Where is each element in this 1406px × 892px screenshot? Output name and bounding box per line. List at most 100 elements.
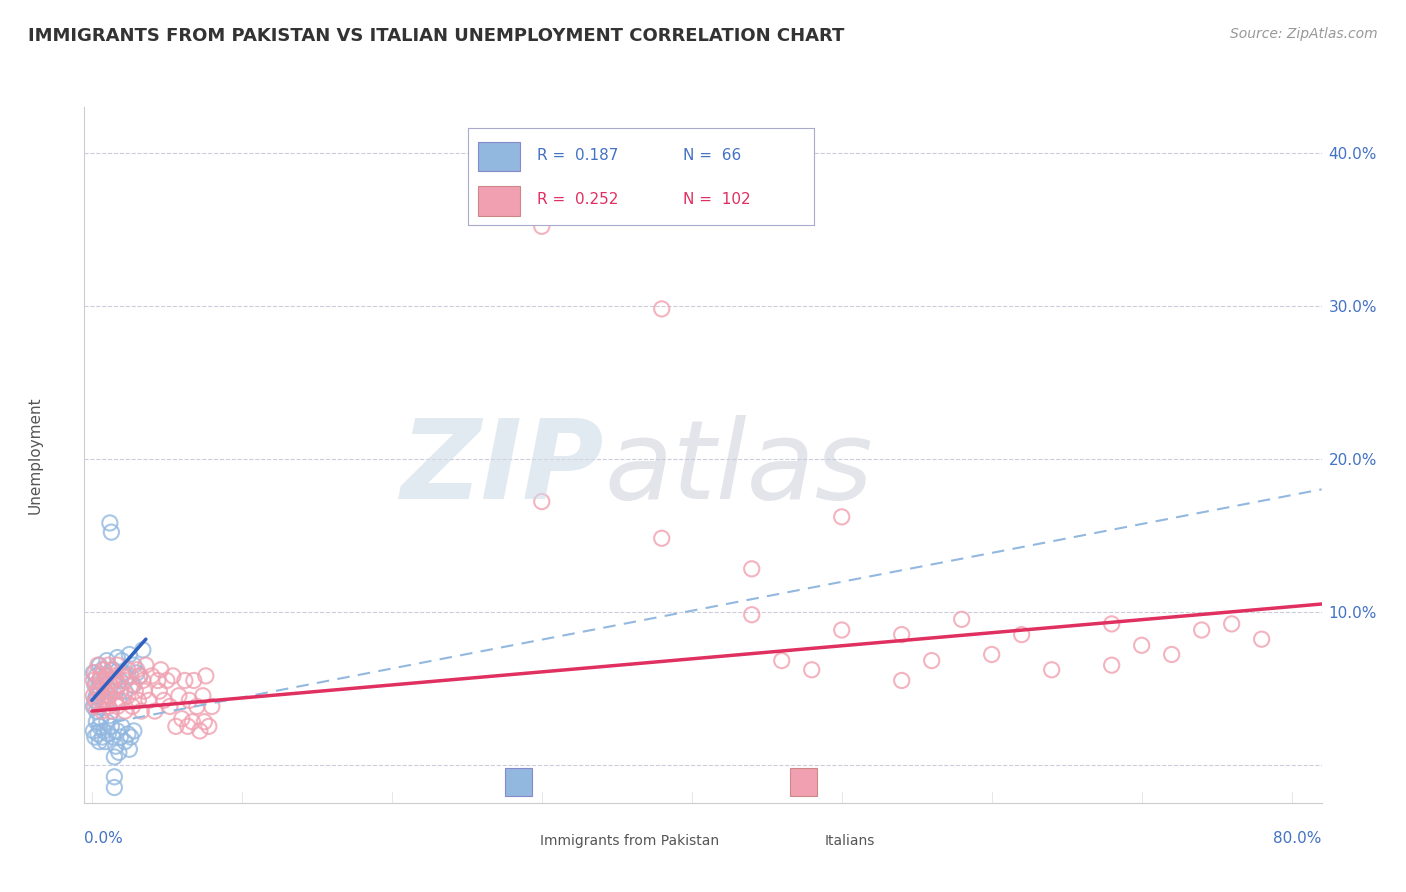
- Point: [101, 730, 124, 744]
- Point: [530, 219, 553, 234]
- Text: 80.0%: 80.0%: [1274, 830, 1322, 846]
- Point: [122, 723, 145, 738]
- Point: [124, 684, 146, 698]
- Point: [82, 723, 104, 738]
- Point: [1191, 623, 1213, 637]
- Point: [86, 693, 108, 707]
- Point: [94, 684, 117, 698]
- Point: [194, 669, 217, 683]
- Point: [183, 673, 205, 688]
- Point: [98, 689, 121, 703]
- Point: [89, 658, 111, 673]
- Point: [96, 678, 118, 692]
- Point: [98, 678, 121, 692]
- Point: [82, 699, 104, 714]
- Point: [83, 678, 105, 692]
- Point: [89, 719, 111, 733]
- Point: [193, 714, 215, 729]
- Point: [108, 745, 131, 759]
- Point: [125, 665, 148, 680]
- Point: [91, 704, 114, 718]
- Point: [98, 708, 121, 723]
- Point: [146, 673, 169, 688]
- Point: [90, 693, 112, 707]
- Point: [87, 681, 110, 695]
- Point: [86, 689, 108, 703]
- Text: Source: ZipAtlas.com: Source: ZipAtlas.com: [1230, 27, 1378, 41]
- Point: [104, 739, 127, 754]
- Point: [89, 734, 111, 748]
- Point: [159, 699, 181, 714]
- Point: [105, 650, 128, 665]
- Point: [89, 673, 111, 688]
- Point: [114, 684, 136, 698]
- Point: [770, 654, 793, 668]
- Point: [97, 699, 120, 714]
- Point: [800, 663, 823, 677]
- Point: [110, 684, 132, 698]
- Point: [950, 612, 973, 626]
- Point: [101, 684, 124, 698]
- Point: [93, 663, 115, 677]
- Text: Unemployment: Unemployment: [27, 396, 42, 514]
- Point: [83, 665, 105, 680]
- Point: [831, 509, 853, 524]
- Point: [103, 750, 125, 764]
- Bar: [790, 768, 817, 796]
- Point: [1101, 658, 1123, 673]
- Point: [87, 727, 110, 741]
- Point: [103, 669, 125, 683]
- Point: [97, 727, 120, 741]
- Point: [921, 654, 943, 668]
- Point: [82, 689, 104, 703]
- Point: [120, 669, 142, 683]
- Point: [111, 654, 134, 668]
- Point: [108, 693, 131, 707]
- Point: [117, 727, 139, 741]
- Point: [651, 301, 673, 316]
- Point: [121, 699, 143, 714]
- Point: [101, 663, 124, 677]
- Point: [86, 678, 108, 692]
- Point: [153, 693, 176, 707]
- Point: [1011, 627, 1033, 641]
- Point: [97, 658, 120, 673]
- Point: [90, 684, 112, 698]
- Point: [90, 669, 112, 683]
- Text: Italians: Italians: [824, 834, 875, 848]
- Point: [191, 689, 214, 703]
- Point: [530, 494, 553, 508]
- Point: [96, 693, 118, 707]
- Point: [110, 730, 132, 744]
- Point: [134, 684, 156, 698]
- Point: [94, 673, 117, 688]
- Point: [114, 704, 136, 718]
- Point: [127, 693, 149, 707]
- Point: [105, 699, 128, 714]
- Point: [100, 525, 122, 540]
- Point: [741, 607, 763, 622]
- Point: [86, 669, 108, 683]
- Point: [89, 673, 111, 688]
- Point: [112, 665, 135, 680]
- Point: [651, 531, 673, 545]
- Point: [101, 673, 124, 688]
- Point: [890, 627, 912, 641]
- Point: [117, 669, 139, 683]
- Point: [93, 723, 115, 738]
- Point: [103, 770, 125, 784]
- Point: [111, 719, 134, 733]
- Point: [97, 689, 120, 703]
- Point: [181, 714, 204, 729]
- Point: [93, 689, 115, 703]
- Point: [105, 723, 128, 738]
- Point: [104, 684, 127, 698]
- Point: [132, 673, 155, 688]
- Point: [91, 730, 114, 744]
- Point: [1250, 632, 1272, 647]
- Point: [141, 669, 163, 683]
- Point: [120, 730, 142, 744]
- Point: [135, 658, 157, 673]
- Text: IMMIGRANTS FROM PAKISTAN VS ITALIAN UNEMPLOYMENT CORRELATION CHART: IMMIGRANTS FROM PAKISTAN VS ITALIAN UNEM…: [28, 27, 845, 45]
- Point: [114, 734, 136, 748]
